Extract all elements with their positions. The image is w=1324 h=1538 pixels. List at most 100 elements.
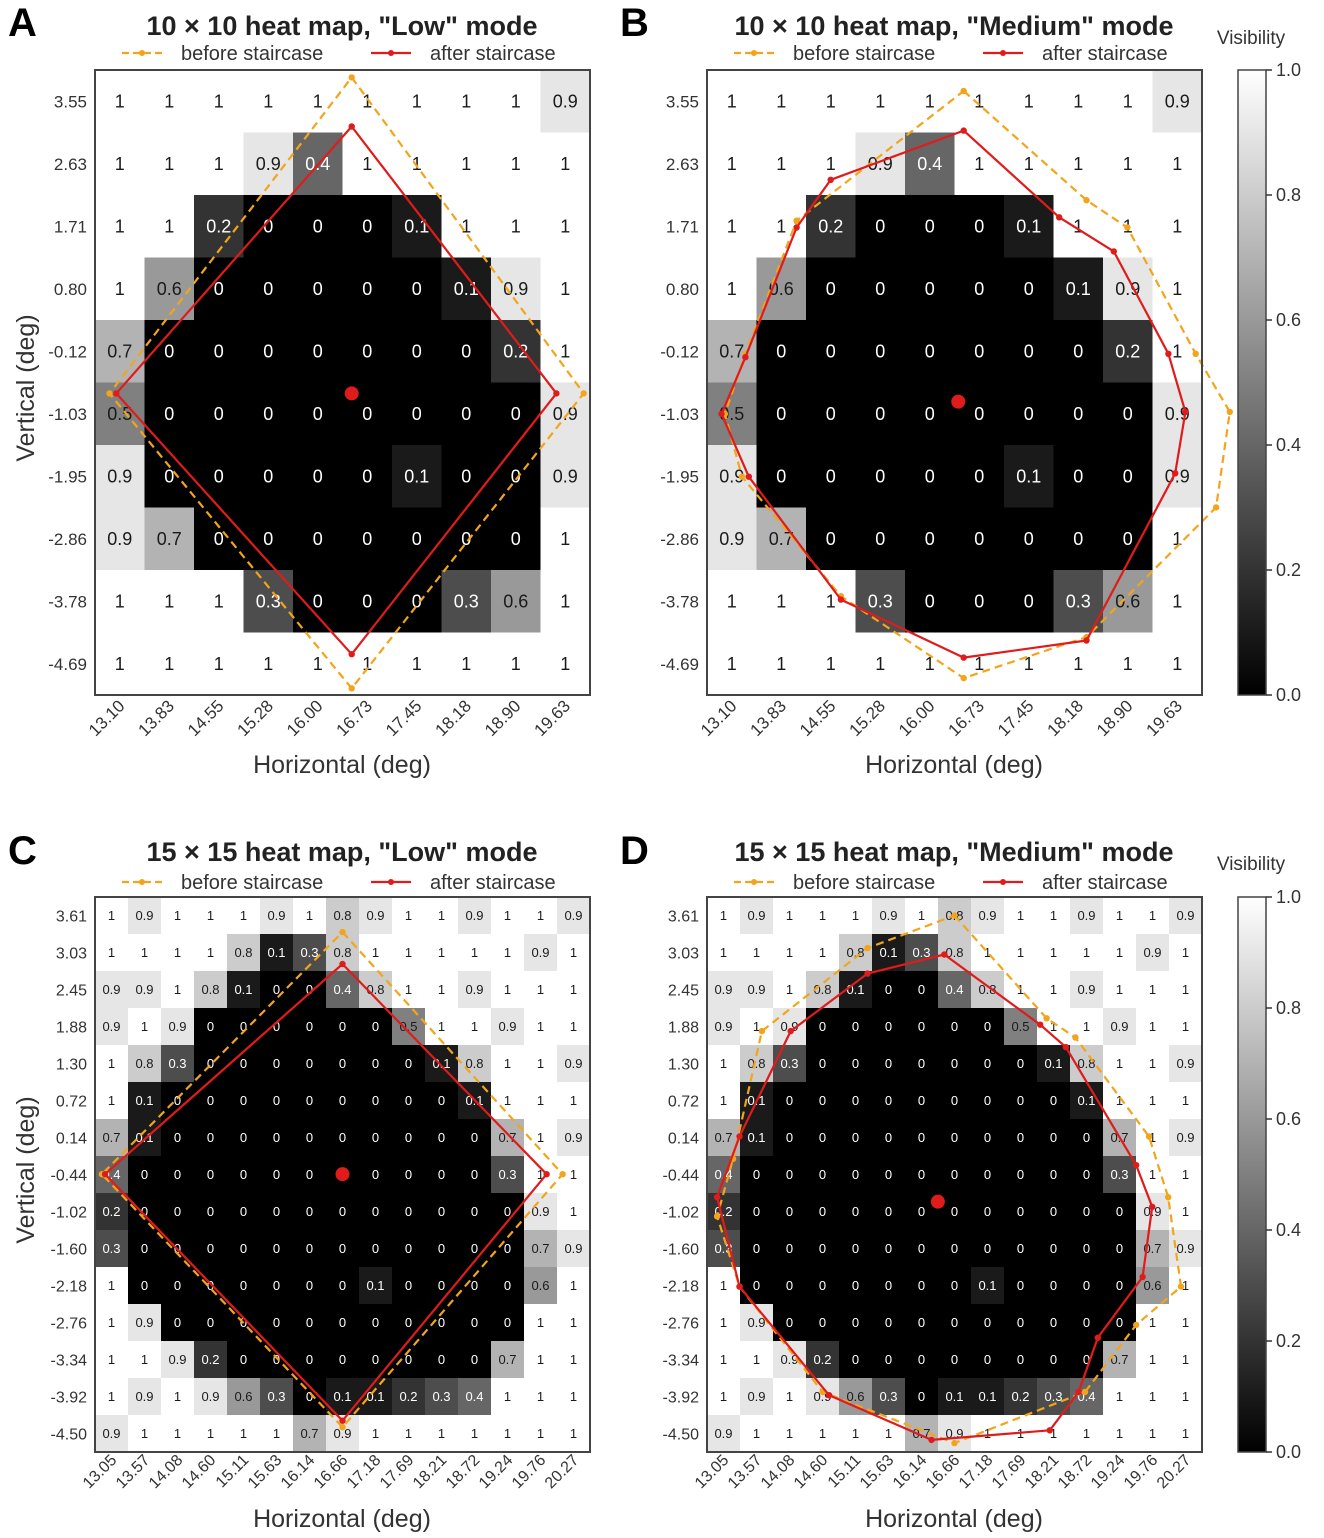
heatmap-cell [491,70,541,133]
cell-value-label: 0.2 [1011,1389,1029,1404]
heatmap-cell [458,1193,492,1231]
heatmap-cell [1169,1267,1203,1305]
heatmap-cell [954,70,1005,133]
heatmap-cell [392,1193,426,1231]
legend: before staircase after staircase [122,872,556,894]
cell-value-label: 1 [819,1426,826,1441]
heatmap-cell [260,897,294,935]
heatmap-cells [707,70,1203,696]
cell-value-label: 1 [537,908,544,923]
heatmap-cell [524,1415,558,1453]
heatmap-cell [756,320,807,383]
panel-letter: A [8,1,37,45]
cell-value-label: 0 [875,279,885,299]
heatmap-cell [359,1082,393,1120]
heatmap-cell [243,70,294,133]
cell-value-label: 0.9 [256,154,281,174]
y-tick-label: 1.88 [56,1019,87,1036]
heatmap-cell [1004,570,1054,633]
cell-value-label: 1 [1182,982,1189,997]
cell-value-label: 0 [1050,1352,1057,1367]
heatmap-cell [806,934,840,972]
cell-value-label: 0 [273,1056,280,1071]
heatmap-cell [458,1378,492,1416]
cell-value-label: 0.9 [1176,1056,1194,1071]
heatmap-cell [293,1341,327,1379]
cell-value-label: 0 [313,217,323,237]
y-axis-label: Vertical (deg) [12,1096,40,1243]
cell-value-label: 1 [313,654,323,674]
colorbar-tick-label: 0.2 [1276,560,1301,580]
heatmap-cell [707,507,757,571]
cell-value-label: 0.8 [846,945,864,960]
cell-value-label: 1 [537,1426,544,1441]
cell-value-label: 1 [776,654,786,674]
cell-value-label: 0 [974,342,984,362]
cell-value-label: 0.3 [267,1389,285,1404]
before-staircase-boundary-vertex [339,928,346,936]
heatmap-cell [392,507,442,571]
heatmap-cell [806,1082,840,1120]
cell-value-label: 0 [852,1278,859,1293]
heatmap-cell [905,257,955,321]
heatmap-cell [491,382,541,446]
heatmap-cell [359,934,393,972]
y-tick-label: -3.92 [51,1389,88,1406]
heatmap-cell [392,1341,426,1379]
heatmap-cell [1152,257,1203,321]
heatmap-cell [855,195,906,258]
heatmap-cell [260,1304,294,1342]
x-tick-label: 18.21 [1022,1452,1062,1492]
heatmap-cell [707,971,741,1009]
heatmap-cell [1169,1378,1203,1416]
heatmap-cell [524,1378,558,1416]
heatmap-cell [161,1045,195,1083]
cell-value-label: 1 [412,92,422,112]
cell-value-label: 0 [776,342,786,362]
cell-value-label: 0.9 [135,982,153,997]
cell-value-label: 0 [313,529,323,549]
heatmap-cell [326,1230,360,1268]
heatmap-cell [1136,1267,1170,1305]
cell-value-label: 0 [504,1315,511,1330]
cell-value-label: 0 [438,1315,445,1330]
cell-value-label: 0 [471,1241,478,1256]
heatmap-cell [707,1008,741,1046]
cell-value-label: 1 [570,1278,577,1293]
heatmap-cell [855,70,906,133]
cell-value-label: 0 [273,1241,280,1256]
cell-value-label: 1 [786,945,793,960]
heatmap-cell [1004,1082,1038,1120]
cell-value-label: 1 [1172,529,1182,549]
cell-value-label: 1 [362,92,372,112]
cell-value-label: 0 [438,1204,445,1219]
fixation-point [344,386,359,401]
heatmap-cell [95,1008,129,1046]
heatmap-cell [872,1378,906,1416]
heatmap-cell [144,195,195,258]
heatmap-cell [441,320,492,383]
heatmap-cell [1103,971,1137,1009]
heatmap-cell [1169,1156,1203,1194]
x-tick-label: 13.57 [113,1452,153,1492]
heatmap-cell [773,1045,807,1083]
cell-value-label: 1 [207,1426,214,1441]
cell-value-label: 1 [720,1278,727,1293]
heatmap-cell [540,507,591,571]
after-staircase-boundary-vertex [837,596,845,603]
before-staircase-boundary-line [716,914,1183,1445]
cell-value-label: 1 [263,92,273,112]
x-tick-label: 18.72 [443,1452,483,1492]
cell-value-label: 0.7 [102,1130,120,1145]
cell-value-label: 0 [372,1093,379,1108]
cell-value-label: 0 [471,1352,478,1367]
heatmap-cell [540,70,591,133]
heatmap-cell [491,1008,525,1046]
cell-value-label: 1 [511,217,521,237]
cell-value-label: 0.3 [102,1241,120,1256]
y-tick-label: 1.71 [54,217,87,236]
heatmap-cell [872,1230,906,1268]
heatmap-cell [243,632,294,696]
heatmap-cell [905,445,955,508]
cell-value-label: 0 [951,1093,958,1108]
